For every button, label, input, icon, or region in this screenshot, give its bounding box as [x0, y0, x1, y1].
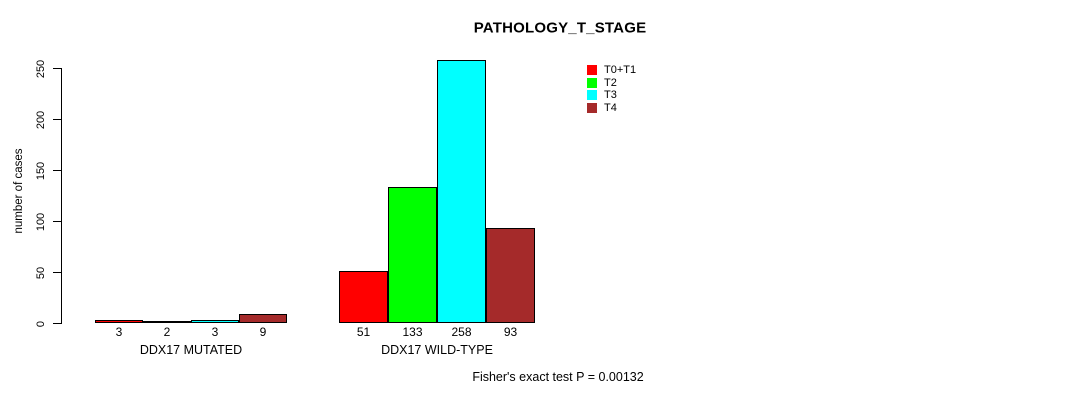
- bar-value-label: 93: [503, 325, 518, 339]
- bar-value-label: 133: [402, 325, 423, 339]
- bar-t4: [239, 314, 287, 323]
- legend-label: T4: [604, 102, 617, 115]
- y-axis-tick: [53, 170, 61, 171]
- bar-t3: [437, 60, 486, 323]
- bar-t4: [486, 228, 535, 323]
- bar-t2: [143, 321, 191, 323]
- legend-swatch: [587, 90, 597, 101]
- bar-value-label: 3: [115, 325, 123, 339]
- y-axis-tick: [53, 323, 61, 324]
- legend-swatch: [587, 65, 597, 76]
- bar-value-label: 51: [356, 325, 371, 339]
- y-axis-tick-label: 100: [35, 212, 47, 231]
- bar-value-label: 3: [211, 325, 219, 339]
- legend-label: T2: [604, 76, 617, 89]
- legend-item: T0+T1: [587, 64, 636, 77]
- bar-value-label: 258: [451, 325, 472, 339]
- bar-t0-t1: [339, 271, 388, 323]
- category-label: DDX17 MUTATED: [139, 343, 243, 357]
- y-axis-tick: [53, 272, 61, 273]
- y-axis-tick-label: 50: [35, 266, 47, 279]
- y-axis-tick: [53, 68, 61, 69]
- y-axis-tick: [53, 221, 61, 222]
- bar-t0-t1: [95, 320, 143, 323]
- y-axis-tick-label: 200: [35, 110, 47, 129]
- category-label: DDX17 WILD-TYPE: [381, 343, 493, 357]
- y-axis-tick-label: 0: [35, 320, 47, 327]
- y-axis-label: number of cases: [13, 148, 25, 234]
- bar-t2: [388, 187, 437, 323]
- legend-swatch: [587, 77, 597, 88]
- chart-title: PATHOLOGY_T_STAGE: [473, 19, 647, 37]
- bar-value-label: 9: [259, 325, 267, 339]
- legend-item: T3: [587, 89, 636, 102]
- legend-item: T2: [587, 77, 636, 90]
- y-axis-tick: [53, 119, 61, 120]
- y-axis-line: [61, 68, 62, 324]
- legend: T0+T1 T2 T3 T4: [587, 64, 636, 114]
- legend-label: T3: [604, 89, 617, 102]
- legend-label: T0+T1: [604, 64, 637, 77]
- bar-t3: [191, 320, 239, 323]
- legend-item: T4: [587, 102, 636, 115]
- fisher-test-annotation: Fisher's exact test P = 0.00132: [472, 370, 644, 384]
- y-axis-tick-label: 250: [35, 59, 47, 78]
- y-axis-tick-label: 150: [35, 161, 47, 180]
- legend-swatch: [587, 103, 597, 114]
- bar-value-label: 2: [163, 325, 171, 339]
